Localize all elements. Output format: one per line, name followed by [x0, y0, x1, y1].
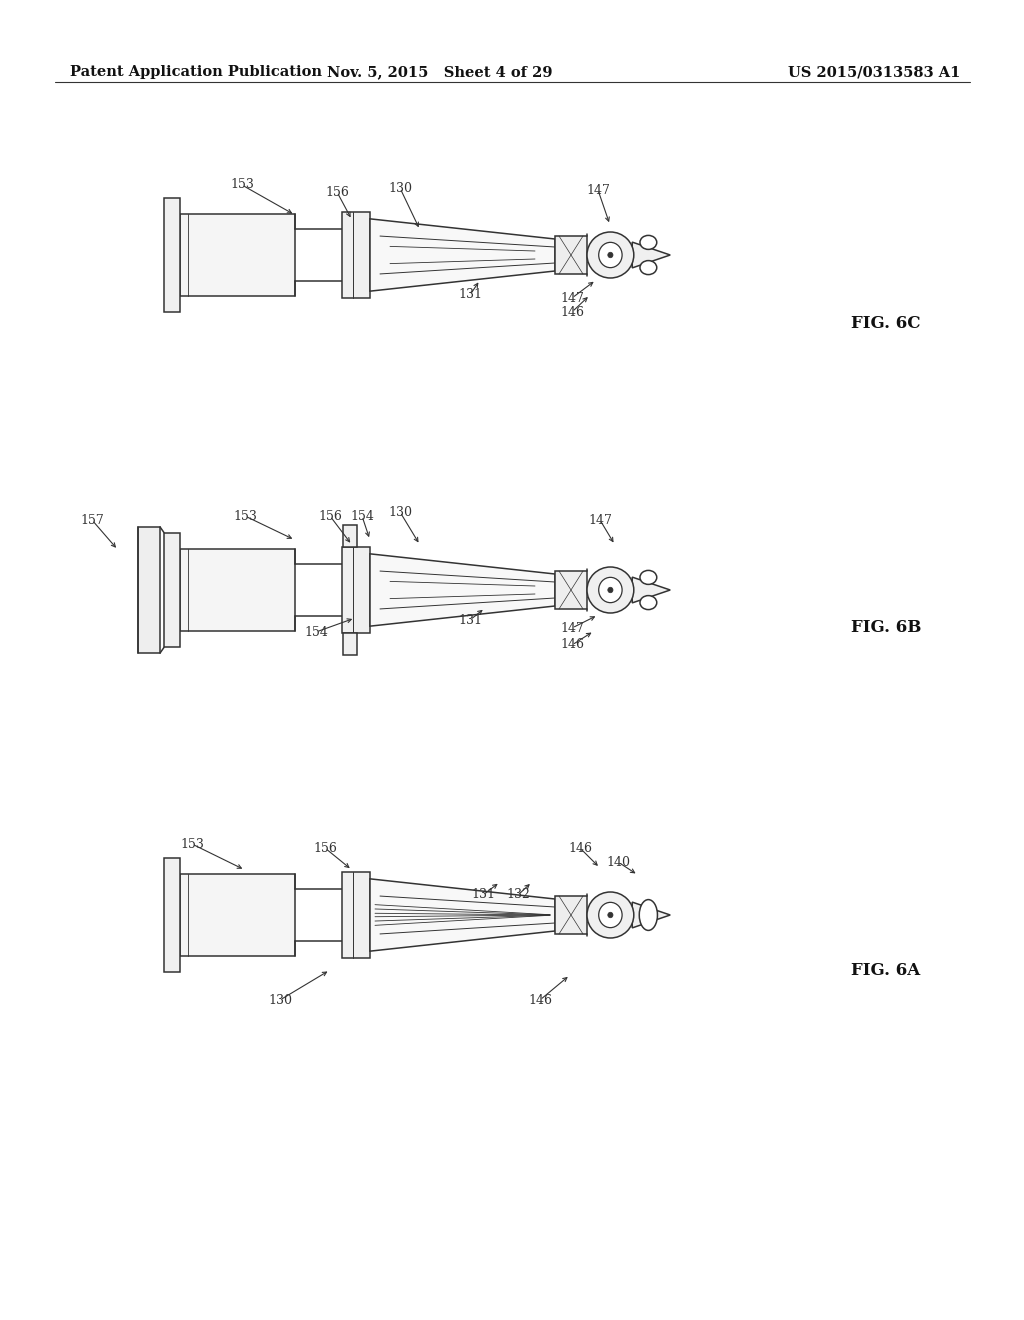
Text: US 2015/0313583 A1: US 2015/0313583 A1	[787, 65, 961, 79]
Text: 146: 146	[560, 639, 584, 652]
Ellipse shape	[587, 568, 634, 612]
Ellipse shape	[608, 587, 613, 593]
Bar	[180, 214, 295, 296]
Ellipse shape	[640, 570, 656, 585]
Text: FIG. 6A: FIG. 6A	[851, 962, 921, 978]
Polygon shape	[370, 879, 555, 952]
Ellipse shape	[640, 235, 656, 249]
Bar	[164, 198, 180, 313]
Text: Nov. 5, 2015   Sheet 4 of 29: Nov. 5, 2015 Sheet 4 of 29	[328, 65, 553, 79]
Text: 146: 146	[528, 994, 552, 1006]
Text: 140: 140	[606, 855, 630, 869]
Text: 153: 153	[233, 510, 257, 523]
Text: 130: 130	[388, 506, 412, 519]
Text: 146: 146	[560, 305, 584, 318]
Polygon shape	[632, 577, 671, 603]
Ellipse shape	[587, 232, 634, 279]
Bar	[342, 213, 370, 298]
Text: FIG. 6B: FIG. 6B	[851, 619, 921, 635]
Bar	[555, 572, 587, 609]
Text: 153: 153	[230, 178, 254, 191]
Bar	[343, 525, 357, 546]
Polygon shape	[632, 902, 671, 928]
Text: 156: 156	[325, 186, 349, 198]
Text: 147: 147	[588, 513, 612, 527]
Text: 154: 154	[304, 626, 328, 639]
Text: 131: 131	[458, 289, 482, 301]
Bar	[342, 546, 370, 634]
Ellipse shape	[587, 892, 634, 939]
Ellipse shape	[640, 595, 656, 610]
Bar	[342, 873, 370, 958]
Text: FIG. 6C: FIG. 6C	[851, 315, 921, 331]
Text: 130: 130	[268, 994, 292, 1006]
Text: 153: 153	[180, 837, 204, 850]
Bar	[180, 549, 295, 631]
Bar	[343, 634, 357, 655]
Polygon shape	[370, 554, 555, 626]
Polygon shape	[632, 242, 671, 268]
Polygon shape	[370, 219, 555, 292]
Ellipse shape	[608, 252, 613, 257]
Text: 156: 156	[313, 842, 337, 854]
Text: 147: 147	[560, 622, 584, 635]
Ellipse shape	[599, 243, 623, 268]
Text: 156: 156	[318, 510, 342, 523]
Text: 147: 147	[560, 292, 584, 305]
Bar	[164, 858, 180, 973]
Text: 132: 132	[506, 888, 530, 902]
Bar	[180, 874, 295, 956]
Text: 146: 146	[568, 842, 592, 854]
Ellipse shape	[639, 900, 657, 931]
Text: 131: 131	[458, 614, 482, 627]
Ellipse shape	[640, 260, 656, 275]
Bar	[555, 896, 587, 935]
Text: 157: 157	[80, 513, 103, 527]
Bar	[164, 532, 180, 647]
Ellipse shape	[599, 903, 623, 928]
Bar	[138, 527, 160, 653]
Text: 147: 147	[586, 183, 610, 197]
Text: 154: 154	[350, 510, 374, 523]
Text: 131: 131	[471, 888, 495, 902]
Text: 130: 130	[388, 181, 412, 194]
Ellipse shape	[608, 912, 613, 917]
Text: Patent Application Publication: Patent Application Publication	[70, 65, 322, 79]
Ellipse shape	[599, 577, 623, 603]
Bar	[555, 236, 587, 275]
